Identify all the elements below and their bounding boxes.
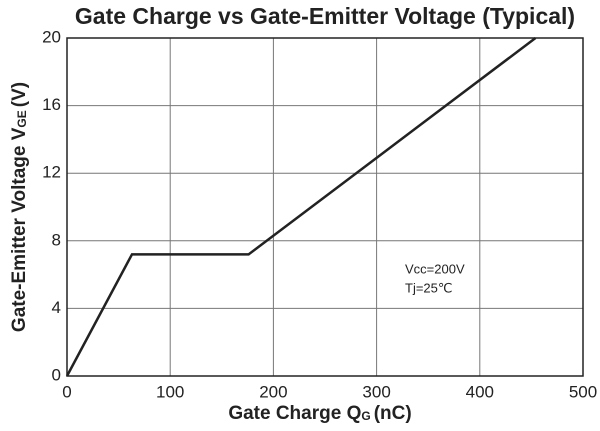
plot-frame [66, 37, 584, 377]
x-tick-label: 200 [259, 382, 287, 401]
x-label-main: Gate Charge Q [228, 403, 361, 424]
x-axis-label: Gate Charge QG (nC) [228, 403, 411, 424]
annotation: Vcc=200V [405, 261, 465, 276]
x-tick-label: 500 [569, 382, 597, 401]
data-line [65, 37, 537, 377]
y-tick-label: 16 [42, 95, 61, 114]
y-tick-label: 12 [42, 163, 61, 182]
y-tick-label: 20 [42, 27, 61, 46]
x-tick-label: 0 [62, 382, 71, 401]
y-tick-label: 4 [52, 298, 61, 317]
x-label-sub: G [361, 409, 370, 423]
y-tick-label: 8 [52, 230, 61, 249]
y-axis-label: Gate-Emitter Voltage VGE (V) [9, 82, 30, 332]
y-label-main: Gate-Emitter Voltage V [9, 127, 30, 332]
annotation: Tj=25℃ [405, 280, 452, 295]
y-label-unit: (V) [9, 82, 30, 107]
x-tick-label: 100 [156, 382, 184, 401]
chart-title: Gate Charge vs Gate-Emitter Voltage (Typ… [75, 3, 575, 29]
x-tick-label: 300 [362, 382, 390, 401]
y-label-sub: GE [15, 110, 29, 127]
y-tick-label: 0 [52, 365, 61, 384]
x-tick-label: 400 [466, 382, 494, 401]
x-label-unit: (nC) [374, 403, 412, 424]
